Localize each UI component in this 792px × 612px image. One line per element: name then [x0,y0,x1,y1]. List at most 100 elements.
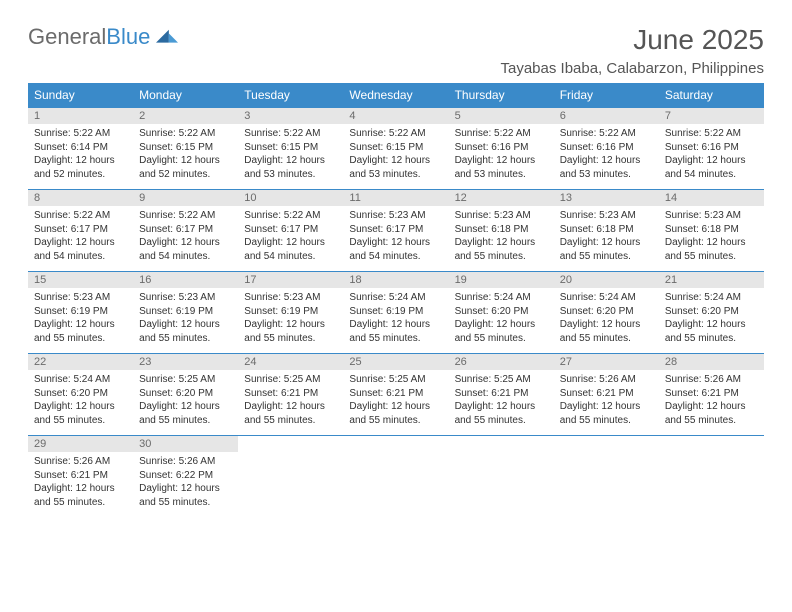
day-d1: Daylight: 12 hours [665,400,758,414]
day-d2: and 55 minutes. [349,332,442,346]
weekday-header: Thursday [449,83,554,108]
day-info [554,452,659,517]
day-number: 19 [449,272,554,289]
day-d2: and 55 minutes. [455,332,548,346]
day-number: 7 [659,108,764,125]
day-d1: Daylight: 12 hours [455,318,548,332]
day-sr: Sunrise: 5:26 AM [139,455,232,469]
day-sr: Sunrise: 5:26 AM [560,373,653,387]
info-row: Sunrise: 5:26 AMSunset: 6:21 PMDaylight:… [28,452,764,517]
day-number: 17 [238,272,343,289]
day-sr: Sunrise: 5:24 AM [455,291,548,305]
day-info: Sunrise: 5:24 AMSunset: 6:20 PMDaylight:… [449,288,554,354]
day-d2: and 55 minutes. [560,250,653,264]
day-d2: and 55 minutes. [560,332,653,346]
day-number [659,436,764,453]
day-number: 9 [133,190,238,207]
daynum-row: 2930 [28,436,764,453]
day-d2: and 55 minutes. [244,414,337,428]
day-info: Sunrise: 5:22 AMSunset: 6:16 PMDaylight:… [659,124,764,190]
day-sr: Sunrise: 5:23 AM [34,291,127,305]
day-number [238,436,343,453]
day-number: 5 [449,108,554,125]
day-d1: Daylight: 12 hours [139,154,232,168]
day-info: Sunrise: 5:22 AMSunset: 6:16 PMDaylight:… [449,124,554,190]
day-number: 15 [28,272,133,289]
weekday-header: Sunday [28,83,133,108]
day-d1: Daylight: 12 hours [349,236,442,250]
day-info: Sunrise: 5:23 AMSunset: 6:18 PMDaylight:… [449,206,554,272]
day-d1: Daylight: 12 hours [560,236,653,250]
day-sr: Sunrise: 5:26 AM [34,455,127,469]
day-d2: and 55 minutes. [455,250,548,264]
day-sr: Sunrise: 5:25 AM [349,373,442,387]
day-sr: Sunrise: 5:22 AM [34,127,127,141]
brand-part2: Blue [106,24,150,50]
day-d1: Daylight: 12 hours [244,318,337,332]
weekday-header: Friday [554,83,659,108]
day-d2: and 55 minutes. [34,414,127,428]
day-d2: and 55 minutes. [455,414,548,428]
day-d1: Daylight: 12 hours [139,318,232,332]
day-d1: Daylight: 12 hours [349,154,442,168]
day-sr: Sunrise: 5:25 AM [455,373,548,387]
day-info [238,452,343,517]
weekday-header: Wednesday [343,83,448,108]
day-d1: Daylight: 12 hours [244,154,337,168]
weekday-header: Monday [133,83,238,108]
day-d1: Daylight: 12 hours [560,400,653,414]
day-sr: Sunrise: 5:24 AM [349,291,442,305]
info-row: Sunrise: 5:22 AM Sunset: 6:17 PM Daylight:… [28,206,764,272]
day-number: 1 [28,108,133,125]
day-ss: Sunset: 6:21 PM [244,387,337,401]
day-info: Sunrise: 5:25 AMSunset: 6:20 PMDaylight:… [133,370,238,436]
day-info: Sunrise: 5:23 AMSunset: 6:18 PMDaylight:… [659,206,764,272]
day-number: 4 [343,108,448,125]
day-info: Sunrise: 5:23 AMSunset: 6:19 PMDaylight:… [28,288,133,354]
brand-logo: General Blue [28,24,178,50]
day-info: Sunrise: 5:24 AMSunset: 6:20 PMDaylight:… [659,288,764,354]
weekday-header: Tuesday [238,83,343,108]
day-info [343,452,448,517]
day-number [449,436,554,453]
day-number: 28 [659,354,764,371]
day-number: 30 [133,436,238,453]
day-ss: Sunset: 6:21 PM [455,387,548,401]
day-info: Sunrise: 5:24 AMSunset: 6:20 PMDaylight:… [554,288,659,354]
day-d1: Daylight: 12 hours [34,482,127,496]
day-d2: and 54 minutes. [665,168,758,182]
day-d1: Daylight: 12 hours [34,318,127,332]
day-ss: Sunset: 6:18 PM [560,223,653,237]
day-number: 29 [28,436,133,453]
day-d2: and 54 minutes. [349,250,442,264]
day-d2: and 53 minutes. [455,168,548,182]
day-info: Sunrise: 5:23 AMSunset: 6:19 PMDaylight:… [133,288,238,354]
day-number: 10 [238,190,343,207]
day-sr: Sunrise: 5:23 AM [349,209,442,223]
day-d1: Daylight: 12 hours [455,236,548,250]
day-d1: Daylight: 12 hours [244,400,337,414]
day-number: 6 [554,108,659,125]
day-info: Sunrise: 5:23 AMSunset: 6:18 PMDaylight:… [554,206,659,272]
day-info: Sunrise: 5:24 AMSunset: 6:20 PMDaylight:… [28,370,133,436]
day-sr: Sunrise: 5:23 AM [665,209,758,223]
day-d1: Daylight: 12 hours [349,400,442,414]
day-info: Sunrise: 5:25 AMSunset: 6:21 PMDaylight:… [238,370,343,436]
day-d1: Daylight: 12 hours [560,318,653,332]
day-info: Sunrise: 5:26 AMSunset: 6:21 PMDaylight:… [659,370,764,436]
day-d2: and 54 minutes. [139,250,232,264]
info-row: Sunrise: 5:24 AMSunset: 6:20 PMDaylight:… [28,370,764,436]
day-info: Sunrise: 5:23 AMSunset: 6:19 PMDaylight:… [238,288,343,354]
day-sr: Sunrise: 5:26 AM [665,373,758,387]
day-info [449,452,554,517]
day-ss: Sunset: 6:17 PM [139,223,232,237]
day-d1: Daylight: 12 hours [665,318,758,332]
day-sr: Sunrise: 5:22 AM [560,127,653,141]
day-sr: Sunrise: 5:22 AM [34,209,127,223]
day-sr: Sunrise: 5:24 AM [34,373,127,387]
day-info: Sunrise: 5:26 AMSunset: 6:21 PMDaylight:… [554,370,659,436]
day-number: 22 [28,354,133,371]
day-number: 20 [554,272,659,289]
sunrise-calendar: Sunday Monday Tuesday Wednesday Thursday… [28,83,764,517]
day-d2: and 54 minutes. [34,250,127,264]
